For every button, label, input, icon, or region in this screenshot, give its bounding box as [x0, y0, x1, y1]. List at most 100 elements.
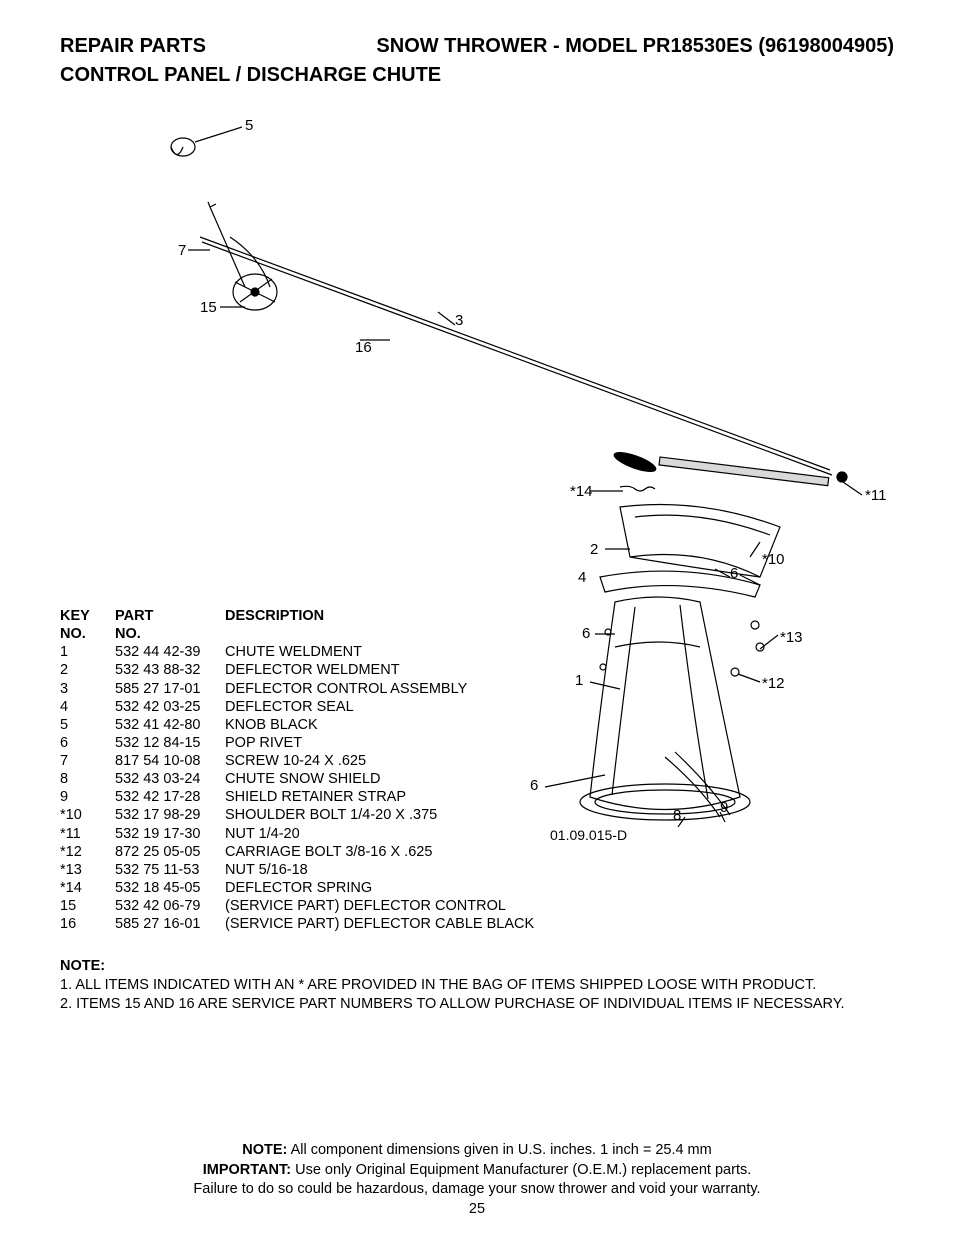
table-cell-part: 532 12 84-15	[115, 734, 225, 752]
table-cell-part: 532 42 17-28	[115, 788, 225, 806]
table-cell-part: 532 43 88-32	[115, 661, 225, 679]
callout-6a: 6	[730, 565, 738, 582]
table-cell-key: 15	[60, 897, 115, 915]
table-cell-desc: DEFLECTOR SEAL	[225, 698, 546, 716]
table-row: 8532 43 03-24CHUTE SNOW SHIELD	[60, 770, 546, 788]
table-cell-part: 532 18 45-05	[115, 879, 225, 897]
footer-line-3: Failure to do so could be hazardous, dam…	[60, 1180, 894, 1200]
exploded-diagram: 5 7 15 16 3 *14 *11 2 *10 4 6 6 6 *13 1 …	[60, 107, 894, 827]
callout-9: 9	[720, 799, 728, 816]
callout-4: 4	[578, 569, 586, 586]
table-cell-key: 8	[60, 770, 115, 788]
table-cell-part: 585 27 16-01	[115, 915, 225, 933]
table-cell-part: 532 75 11-53	[115, 861, 225, 879]
callout-3: 3	[455, 312, 463, 329]
note-1: 1. ALL ITEMS INDICATED WITH AN * ARE PRO…	[60, 976, 894, 995]
callout-8: 8	[673, 807, 681, 824]
table-cell-part: 872 25 05-05	[115, 843, 225, 861]
table-cell-part: 532 17 98-29	[115, 806, 225, 824]
table-cell-desc: DEFLECTOR CONTROL ASSEMBLY	[225, 680, 546, 698]
table-row: 1532 44 42-39CHUTE WELDMENT	[60, 643, 546, 661]
table-cell-desc: NUT 1/4-20	[225, 825, 546, 843]
table-cell-part: 585 27 17-01	[115, 680, 225, 698]
table-row: 2532 43 88-32DEFLECTOR WELDMENT	[60, 661, 546, 679]
callout-13: *13	[780, 629, 803, 646]
table-cell-key: *13	[60, 861, 115, 879]
table-cell-desc: DEFLECTOR WELDMENT	[225, 661, 546, 679]
table-cell-part: 532 42 06-79	[115, 897, 225, 915]
header-right: SNOW THROWER - MODEL PR18530ES (96198004…	[376, 35, 894, 58]
table-row: *12872 25 05-05CARRIAGE BOLT 3/8-16 X .6…	[60, 843, 546, 861]
table-cell-desc: (SERVICE PART) DEFLECTOR CONTROL	[225, 897, 546, 915]
table-row: 6532 12 84-15POP RIVET	[60, 734, 546, 752]
table-cell-desc: (SERVICE PART) DEFLECTOR CABLE BLACK	[225, 915, 546, 933]
table-cell-key: 2	[60, 661, 115, 679]
footer-line1-text: All component dimensions given in U.S. i…	[287, 1142, 711, 1158]
table-cell-key: 3	[60, 680, 115, 698]
table-cell-desc: CHUTE SNOW SHIELD	[225, 770, 546, 788]
table-cell-part: 532 43 03-24	[115, 770, 225, 788]
page-footer: NOTE: All component dimensions given in …	[60, 1141, 894, 1200]
table-cell-key: 16	[60, 915, 115, 933]
callout-15: 15	[200, 299, 217, 316]
table-cell-key: 7	[60, 752, 115, 770]
table-row: *14532 18 45-05DEFLECTOR SPRING	[60, 879, 546, 897]
table-row: 7817 54 10-08SCREW 10-24 X .625	[60, 752, 546, 770]
note-2: 2. ITEMS 15 AND 16 ARE SERVICE PART NUMB…	[60, 995, 894, 1014]
table-row: *13532 75 11-53NUT 5/16-18	[60, 861, 546, 879]
footer-important-label: IMPORTANT:	[203, 1162, 291, 1178]
table-row: *10532 17 98-29SHOULDER BOLT 1/4-20 X .3…	[60, 806, 546, 824]
callout-7: 7	[178, 242, 186, 259]
parts-table: KEYNO. PARTNO. DESCRIPTION 1532 44 42-39…	[60, 607, 546, 933]
table-cell-desc: CHUTE WELDMENT	[225, 643, 546, 661]
footer-line-1: NOTE: All component dimensions given in …	[60, 1141, 894, 1161]
table-cell-desc: SHOULDER BOLT 1/4-20 X .375	[225, 806, 546, 824]
table-row: 3585 27 17-01DEFLECTOR CONTROL ASSEMBLY	[60, 680, 546, 698]
page-number: 25	[0, 1201, 954, 1217]
table-cell-key: 6	[60, 734, 115, 752]
table-cell-desc: CARRIAGE BOLT 3/8-16 X .625	[225, 843, 546, 861]
footer-note-label: NOTE:	[242, 1142, 287, 1158]
diagram-code: 01.09.015-D	[550, 827, 627, 843]
table-cell-desc: KNOB BLACK	[225, 716, 546, 734]
callout-16: 16	[355, 339, 372, 356]
callout-10: *10	[762, 551, 785, 568]
table-cell-key: *11	[60, 825, 115, 843]
table-cell-part: 532 42 03-25	[115, 698, 225, 716]
notes-label: NOTE:	[60, 957, 894, 976]
callout-14: *14	[570, 483, 593, 500]
table-cell-key: 9	[60, 788, 115, 806]
th-part: PARTNO.	[115, 607, 225, 643]
callout-2: 2	[590, 541, 598, 558]
table-row: 5532 41 42-80KNOB BLACK	[60, 716, 546, 734]
table-cell-part: 532 19 17-30	[115, 825, 225, 843]
table-cell-part: 532 44 42-39	[115, 643, 225, 661]
table-cell-key: *10	[60, 806, 115, 824]
table-row: 16585 27 16-01(SERVICE PART) DEFLECTOR C…	[60, 915, 546, 933]
table-cell-desc: SHIELD RETAINER STRAP	[225, 788, 546, 806]
notes-block: NOTE: 1. ALL ITEMS INDICATED WITH AN * A…	[60, 957, 894, 1014]
callout-6b: 6	[582, 625, 590, 642]
table-cell-key: 4	[60, 698, 115, 716]
footer-line2-text: Use only Original Equipment Manufacturer…	[291, 1162, 751, 1178]
table-row: 9532 42 17-28SHIELD RETAINER STRAP	[60, 788, 546, 806]
table-cell-key: 1	[60, 643, 115, 661]
table-row: 4532 42 03-25DEFLECTOR SEAL	[60, 698, 546, 716]
header-left: REPAIR PARTS	[60, 35, 206, 58]
table-header-row: KEYNO. PARTNO. DESCRIPTION	[60, 607, 546, 643]
callout-11: *11	[865, 487, 886, 504]
table-cell-desc: NUT 5/16-18	[225, 861, 546, 879]
page-header: REPAIR PARTS SNOW THROWER - MODEL PR1853…	[60, 35, 894, 58]
page-subheader: CONTROL PANEL / DISCHARGE CHUTE	[60, 64, 894, 87]
th-key: KEYNO.	[60, 607, 115, 643]
callout-12: *12	[762, 675, 785, 692]
footer-line-2: IMPORTANT: Use only Original Equipment M…	[60, 1161, 894, 1181]
callout-1: 1	[575, 672, 583, 689]
table-cell-desc: DEFLECTOR SPRING	[225, 879, 546, 897]
table-cell-desc: POP RIVET	[225, 734, 546, 752]
table-cell-part: 532 41 42-80	[115, 716, 225, 734]
table-row: *11532 19 17-30NUT 1/4-20	[60, 825, 546, 843]
table-cell-part: 817 54 10-08	[115, 752, 225, 770]
table-cell-key: *12	[60, 843, 115, 861]
callout-5: 5	[245, 117, 253, 134]
